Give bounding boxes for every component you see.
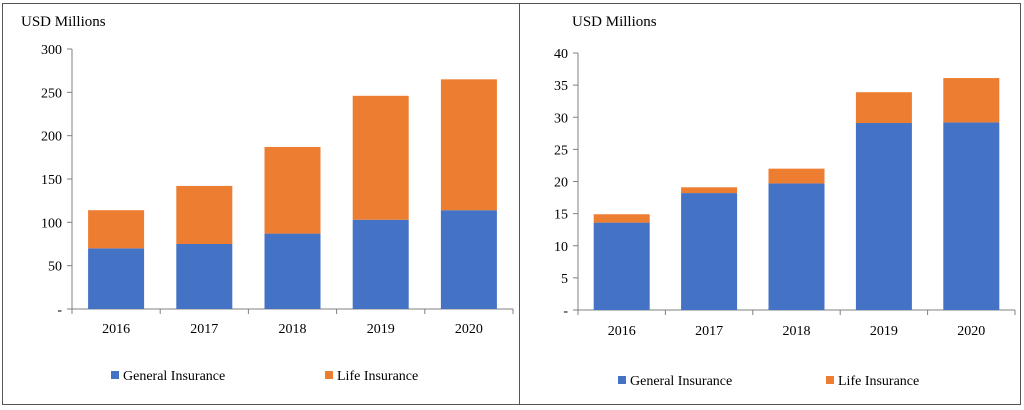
x-tick-label: 2016 [608, 324, 636, 339]
y-tick-label: 15 [554, 208, 568, 223]
x-tick-label: 2020 [957, 324, 985, 339]
x-tick-label: 2016 [102, 322, 130, 337]
y-tick-label: 5 [561, 272, 568, 287]
life-insurance-bar-2018 [768, 168, 825, 184]
legend-label-general: General Insurance [630, 374, 732, 389]
legend-swatch-life [325, 371, 333, 379]
x-tick-label: 2019 [367, 322, 395, 337]
x-tick-label: 2018 [783, 324, 811, 339]
left-chart-panel: USD Millions - 50 100 150 200 250 300 2016 2017 20… [2, 3, 520, 405]
legend-swatch-life [826, 376, 834, 384]
y-tick-label: 250 [41, 86, 62, 101]
general-insurance-bar-2016 [593, 222, 650, 310]
general-insurance-bar-2018 [768, 183, 825, 310]
y-tick-label: 100 [41, 216, 62, 231]
general-insurance-bar-2017 [176, 244, 233, 309]
y-axis-label: USD Millions [21, 14, 106, 30]
y-tick-label: 30 [554, 111, 568, 126]
y-tick-label: 25 [554, 143, 568, 158]
x-tick-label: 2018 [279, 322, 307, 337]
general-insurance-bar-2017 [681, 193, 738, 310]
life-insurance-bar-2016 [88, 210, 145, 249]
general-insurance-bar-2019 [855, 123, 912, 310]
y-tick-label: 300 [41, 43, 62, 58]
x-tick-label: 2019 [870, 324, 898, 339]
legend-label-general: General Insurance [123, 369, 225, 384]
y-tick-label: 10 [554, 240, 568, 255]
life-insurance-bar-2017 [681, 187, 738, 194]
life-insurance-bar-2016 [593, 214, 650, 223]
x-tick-label: 2017 [190, 322, 218, 337]
life-insurance-bar-2019 [855, 92, 912, 124]
general-insurance-bar-2018 [264, 233, 321, 309]
y-tick-label: 20 [554, 176, 568, 191]
y-tick-label: - [563, 304, 568, 319]
general-insurance-bar-2016 [88, 248, 145, 309]
life-insurance-bar-2020 [440, 79, 497, 211]
y-tick-label: 150 [41, 173, 62, 188]
legend-swatch-general [618, 376, 626, 384]
life-insurance-bar-2017 [176, 185, 233, 244]
y-tick-label: 40 [554, 47, 568, 62]
x-tick-label: 2020 [455, 322, 483, 337]
y-tick-label: - [57, 303, 62, 318]
legend-label-life: Life Insurance [838, 374, 919, 389]
general-insurance-bar-2019 [352, 219, 409, 309]
y-tick-label: 50 [48, 260, 62, 275]
right-chart: USD Millions - 5 10 15 20 25 30 35 40 2016 2017 2018… [554, 14, 1016, 389]
legend-swatch-general [111, 371, 119, 379]
legend-label-life: Life Insurance [337, 369, 418, 384]
y-axis-label: USD Millions [572, 14, 657, 30]
y-tick-label: 35 [554, 79, 568, 94]
life-insurance-bar-2019 [352, 95, 409, 220]
general-insurance-bar-2020 [440, 210, 497, 309]
left-chart: USD Millions - 50 100 150 200 250 300 2016 2017 20… [21, 14, 514, 384]
general-insurance-bar-2020 [943, 122, 1000, 310]
x-tick-label: 2017 [695, 324, 723, 339]
life-insurance-bar-2018 [264, 146, 321, 234]
life-insurance-bar-2020 [943, 78, 1000, 123]
y-tick-label: 200 [41, 130, 62, 145]
right-chart-panel: USD Millions - 5 10 15 20 25 30 35 40 2016 2017 2018… [519, 3, 1021, 405]
